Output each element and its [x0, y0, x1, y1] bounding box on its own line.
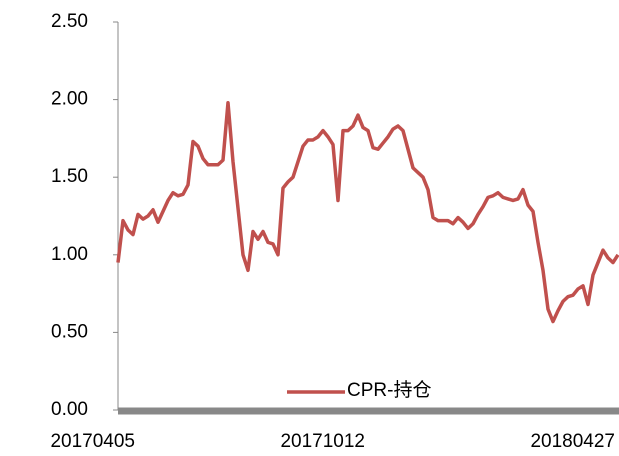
line-series — [116, 100, 619, 324]
y-tick-label: 2.50 — [51, 11, 88, 32]
y-tick-label: 1.00 — [51, 244, 88, 265]
y-tick-label: 0.00 — [51, 399, 88, 420]
x-tick-label: 20171012 — [280, 431, 365, 452]
y-tick-label: 1.50 — [51, 166, 88, 187]
legend-label: CPR-持仓 — [347, 379, 431, 401]
y-tick-label: 0.50 — [51, 321, 88, 342]
x-tick-label: 20180427 — [530, 431, 615, 452]
y-tick-label: 2.00 — [51, 89, 88, 110]
x-tick-label: 20170405 — [50, 431, 135, 452]
